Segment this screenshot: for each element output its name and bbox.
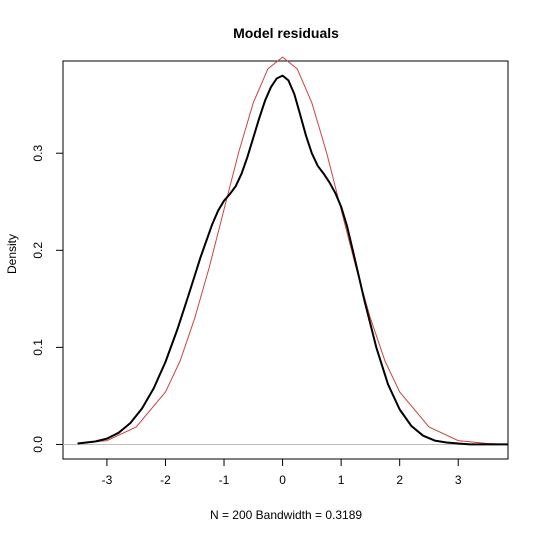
normal-density-line bbox=[77, 56, 509, 445]
chart-title: Model residuals bbox=[233, 25, 339, 41]
x-tick-label: 2 bbox=[396, 473, 403, 487]
x-tick-label: 3 bbox=[455, 473, 462, 487]
y-tick-label: 0.1 bbox=[31, 339, 45, 356]
y-axis-label: Density bbox=[5, 234, 19, 274]
kde-density-line bbox=[77, 74, 508, 446]
x-tick-label: 0 bbox=[279, 473, 286, 487]
x-tick-label: 1 bbox=[338, 473, 345, 487]
x-tick-label: -1 bbox=[219, 473, 230, 487]
axis-ticks: -3 -2 -1 0 1 2 3 0.0 0.1 0.2 0.3 bbox=[31, 145, 462, 487]
y-tick-label: 0.3 bbox=[31, 145, 45, 162]
x-tick-label: -2 bbox=[160, 473, 171, 487]
plot-frame bbox=[62, 60, 509, 460]
x-axis-label: N = 200 Bandwidth = 0.3189 bbox=[210, 508, 362, 522]
y-tick-label: 0.0 bbox=[31, 436, 45, 453]
x-tick-label: -3 bbox=[102, 473, 113, 487]
y-tick-label: 0.2 bbox=[31, 242, 45, 259]
